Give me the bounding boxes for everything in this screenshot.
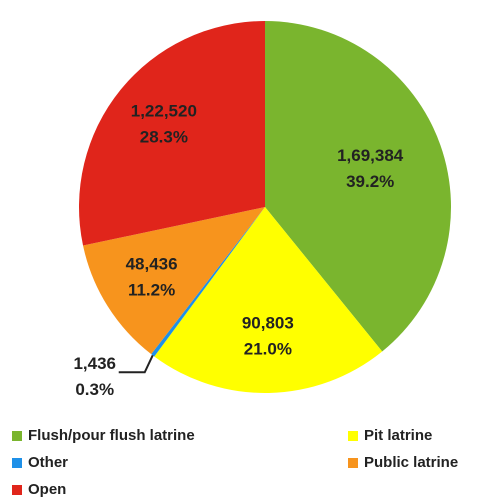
legend-swatch <box>348 458 358 468</box>
legend-label: Other <box>28 454 68 471</box>
legend-label: Flush/pour flush latrine <box>28 427 195 444</box>
pie-slice <box>79 21 266 246</box>
value-label: 90,803 <box>242 314 294 333</box>
leader-line <box>118 354 154 374</box>
value-label: 48,436 <box>126 255 178 274</box>
percent-label: 28.3% <box>140 128 188 147</box>
pie-slice <box>265 21 451 352</box>
percent-label: 21.0% <box>244 340 292 359</box>
legend-label: Pit latrine <box>364 427 432 444</box>
pie-slice <box>154 207 383 393</box>
percent-label: 11.2% <box>128 281 175 300</box>
pie-slice <box>151 207 265 357</box>
value-label: 1,22,520 <box>131 102 197 121</box>
legend-label: Open <box>28 481 66 498</box>
pie-slice <box>83 207 265 355</box>
legend-label: Public latrine <box>364 454 458 471</box>
value-label: 1,69,384 <box>337 146 404 165</box>
percent-label: 39.2% <box>346 172 394 191</box>
legend-swatch <box>12 431 22 441</box>
percent-label: 0.3% <box>75 380 114 399</box>
legend-swatch <box>348 431 358 441</box>
value-label: 1,436 <box>73 354 116 373</box>
legend-swatch <box>12 485 22 495</box>
legend-swatch <box>12 458 22 468</box>
